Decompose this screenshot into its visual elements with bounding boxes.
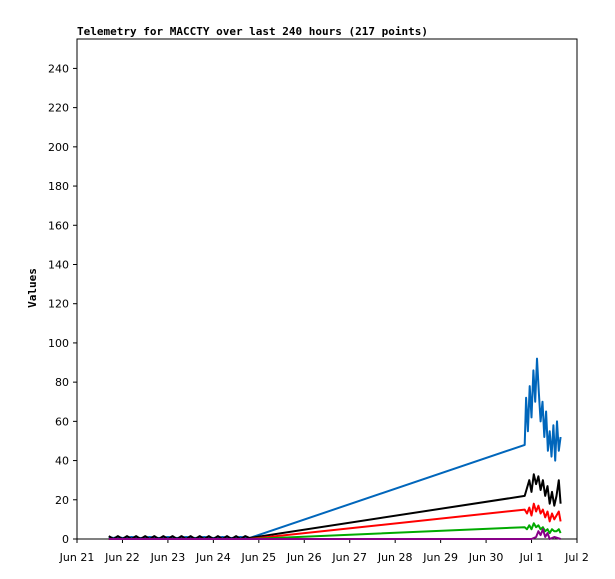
series-line-2 xyxy=(108,473,562,540)
x-tick-label: Jun 25 xyxy=(240,551,276,564)
x-tick-label: Jul 1 xyxy=(519,551,544,564)
x-tick-label: Jun 30 xyxy=(468,551,504,564)
y-axis-label: Values xyxy=(26,268,39,308)
x-tick-label: Jun 28 xyxy=(377,551,413,564)
y-tick-label: 240 xyxy=(48,62,69,75)
y-tick-label: 40 xyxy=(55,455,69,468)
series-line-3 xyxy=(108,502,562,540)
x-tick-label: Jun 22 xyxy=(104,551,140,564)
y-tick-label: 0 xyxy=(62,533,69,546)
y-tick-label: 180 xyxy=(48,180,69,193)
series-line-4 xyxy=(108,522,562,540)
y-tick-label: 60 xyxy=(55,415,69,428)
x-tick-label: Jun 26 xyxy=(286,551,322,564)
y-axis: 0 20 40 60 80 100 120 140 160 180 200 220 240 xyxy=(48,62,77,546)
y-tick-label: 120 xyxy=(48,298,69,311)
y-tick-label: 160 xyxy=(48,219,69,232)
y-tick-label: 200 xyxy=(48,141,69,154)
y-tick-label: 220 xyxy=(48,102,69,115)
y-tick-label: 20 xyxy=(55,494,69,507)
y-tick-label: 100 xyxy=(48,337,69,350)
x-tick-label: Jun 23 xyxy=(150,551,186,564)
series-line-5 xyxy=(108,528,561,540)
x-tick-label: Jun 21 xyxy=(59,551,95,564)
y-tick-label: 80 xyxy=(55,376,69,389)
x-axis: Jun 21 Jun 22 Jun 23 Jun 24 Jun 25 Jun 26 Jun … xyxy=(59,539,589,564)
chart-title: Telemetry for MACCTY over last 240 hours… xyxy=(77,25,428,38)
x-tick-label: Jun 24 xyxy=(195,551,231,564)
x-tick-label: Jun 29 xyxy=(422,551,458,564)
x-tick-label: Jun 27 xyxy=(331,551,367,564)
y-tick-label: 140 xyxy=(48,258,69,271)
series-lines xyxy=(108,357,562,540)
x-tick-label: Jul 2 xyxy=(564,551,589,564)
